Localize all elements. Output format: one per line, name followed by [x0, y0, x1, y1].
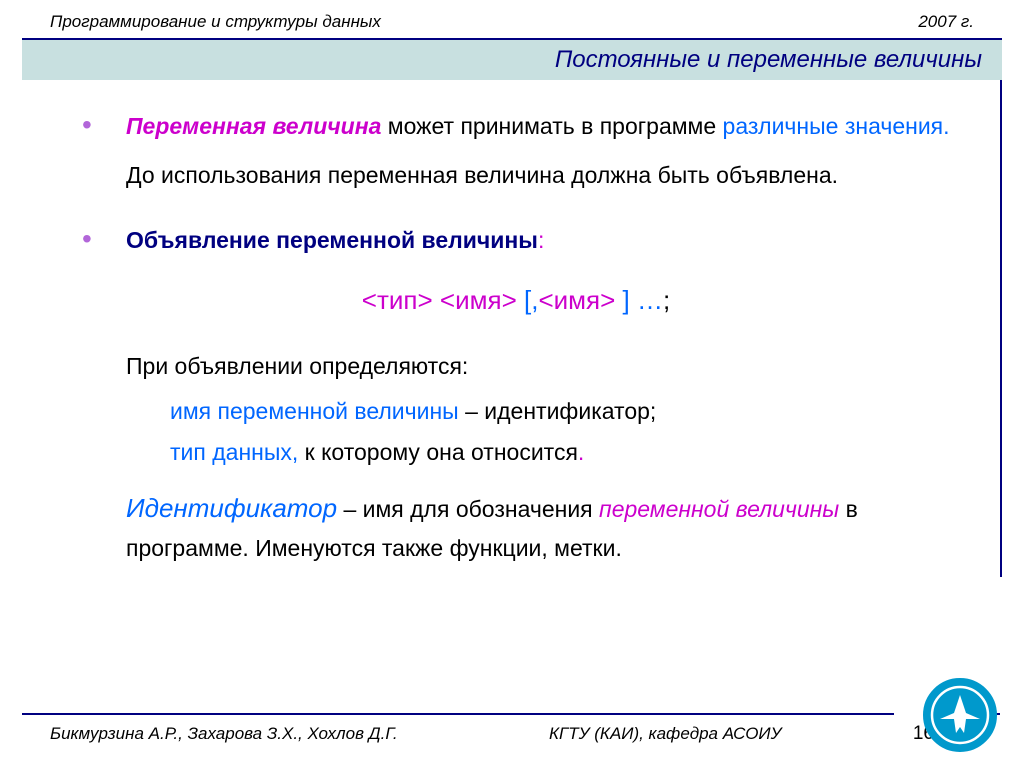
syntax-type: <тип>: [362, 285, 433, 315]
bullet-dot-icon: •: [82, 222, 126, 259]
term-variable: Переменная величина: [126, 113, 381, 139]
bullet1-blue: различные значения.: [723, 113, 950, 139]
footer-authors: Бикмурзина А.Р., Захарова З.Х., Хохлов Д…: [50, 724, 398, 744]
syntax-declaration: <тип> <имя> [,<имя> ] …;: [82, 280, 950, 322]
bullet2-colon: :: [538, 227, 544, 253]
content-area: • Переменная величина может принимать в …: [22, 80, 1000, 577]
identifier-block: Идентификатор – имя для обозначения пере…: [126, 488, 950, 566]
header-right: 2007 г.: [918, 12, 974, 32]
defines-line2: тип данных, к которому она относится.: [170, 434, 950, 471]
defines-line1: имя переменной величины – идентификатор;: [170, 393, 950, 430]
bullet-item-1: • Переменная величина может принимать в …: [82, 108, 950, 194]
bullet-dot-icon: •: [82, 108, 126, 194]
syntax-semi: ;: [663, 285, 670, 315]
footer: Бикмурзина А.Р., Захарова З.Х., Хохлов Д…: [0, 711, 1024, 767]
airplane-logo-icon: [922, 677, 998, 753]
bullet-item-2: • Объявление переменной величины:: [82, 222, 950, 259]
header-left: Программирование и структуры данных: [50, 12, 381, 32]
bullet2-text: Объявление переменной величины: [126, 227, 538, 253]
syntax-bracket2: ] …: [615, 285, 663, 315]
identifier-magenta: переменной величины: [599, 496, 839, 522]
bullet1-line2: До использования переменная величина дол…: [126, 157, 950, 194]
bullet1-rest: может принимать в программе: [381, 113, 722, 139]
defines-intro: При объявлении определяются:: [126, 348, 950, 385]
syntax-name2: <имя>: [538, 285, 615, 315]
syntax-bracket1: [,: [517, 285, 539, 315]
syntax-name1: <имя>: [440, 285, 517, 315]
header: Программирование и структуры данных 2007…: [0, 0, 1024, 38]
slide-title: Постоянные и переменные величины: [22, 38, 1002, 80]
identifier-term: Идентификатор: [126, 493, 337, 523]
footer-org: КГТУ (КАИ), кафедра АСОИУ: [398, 724, 893, 744]
